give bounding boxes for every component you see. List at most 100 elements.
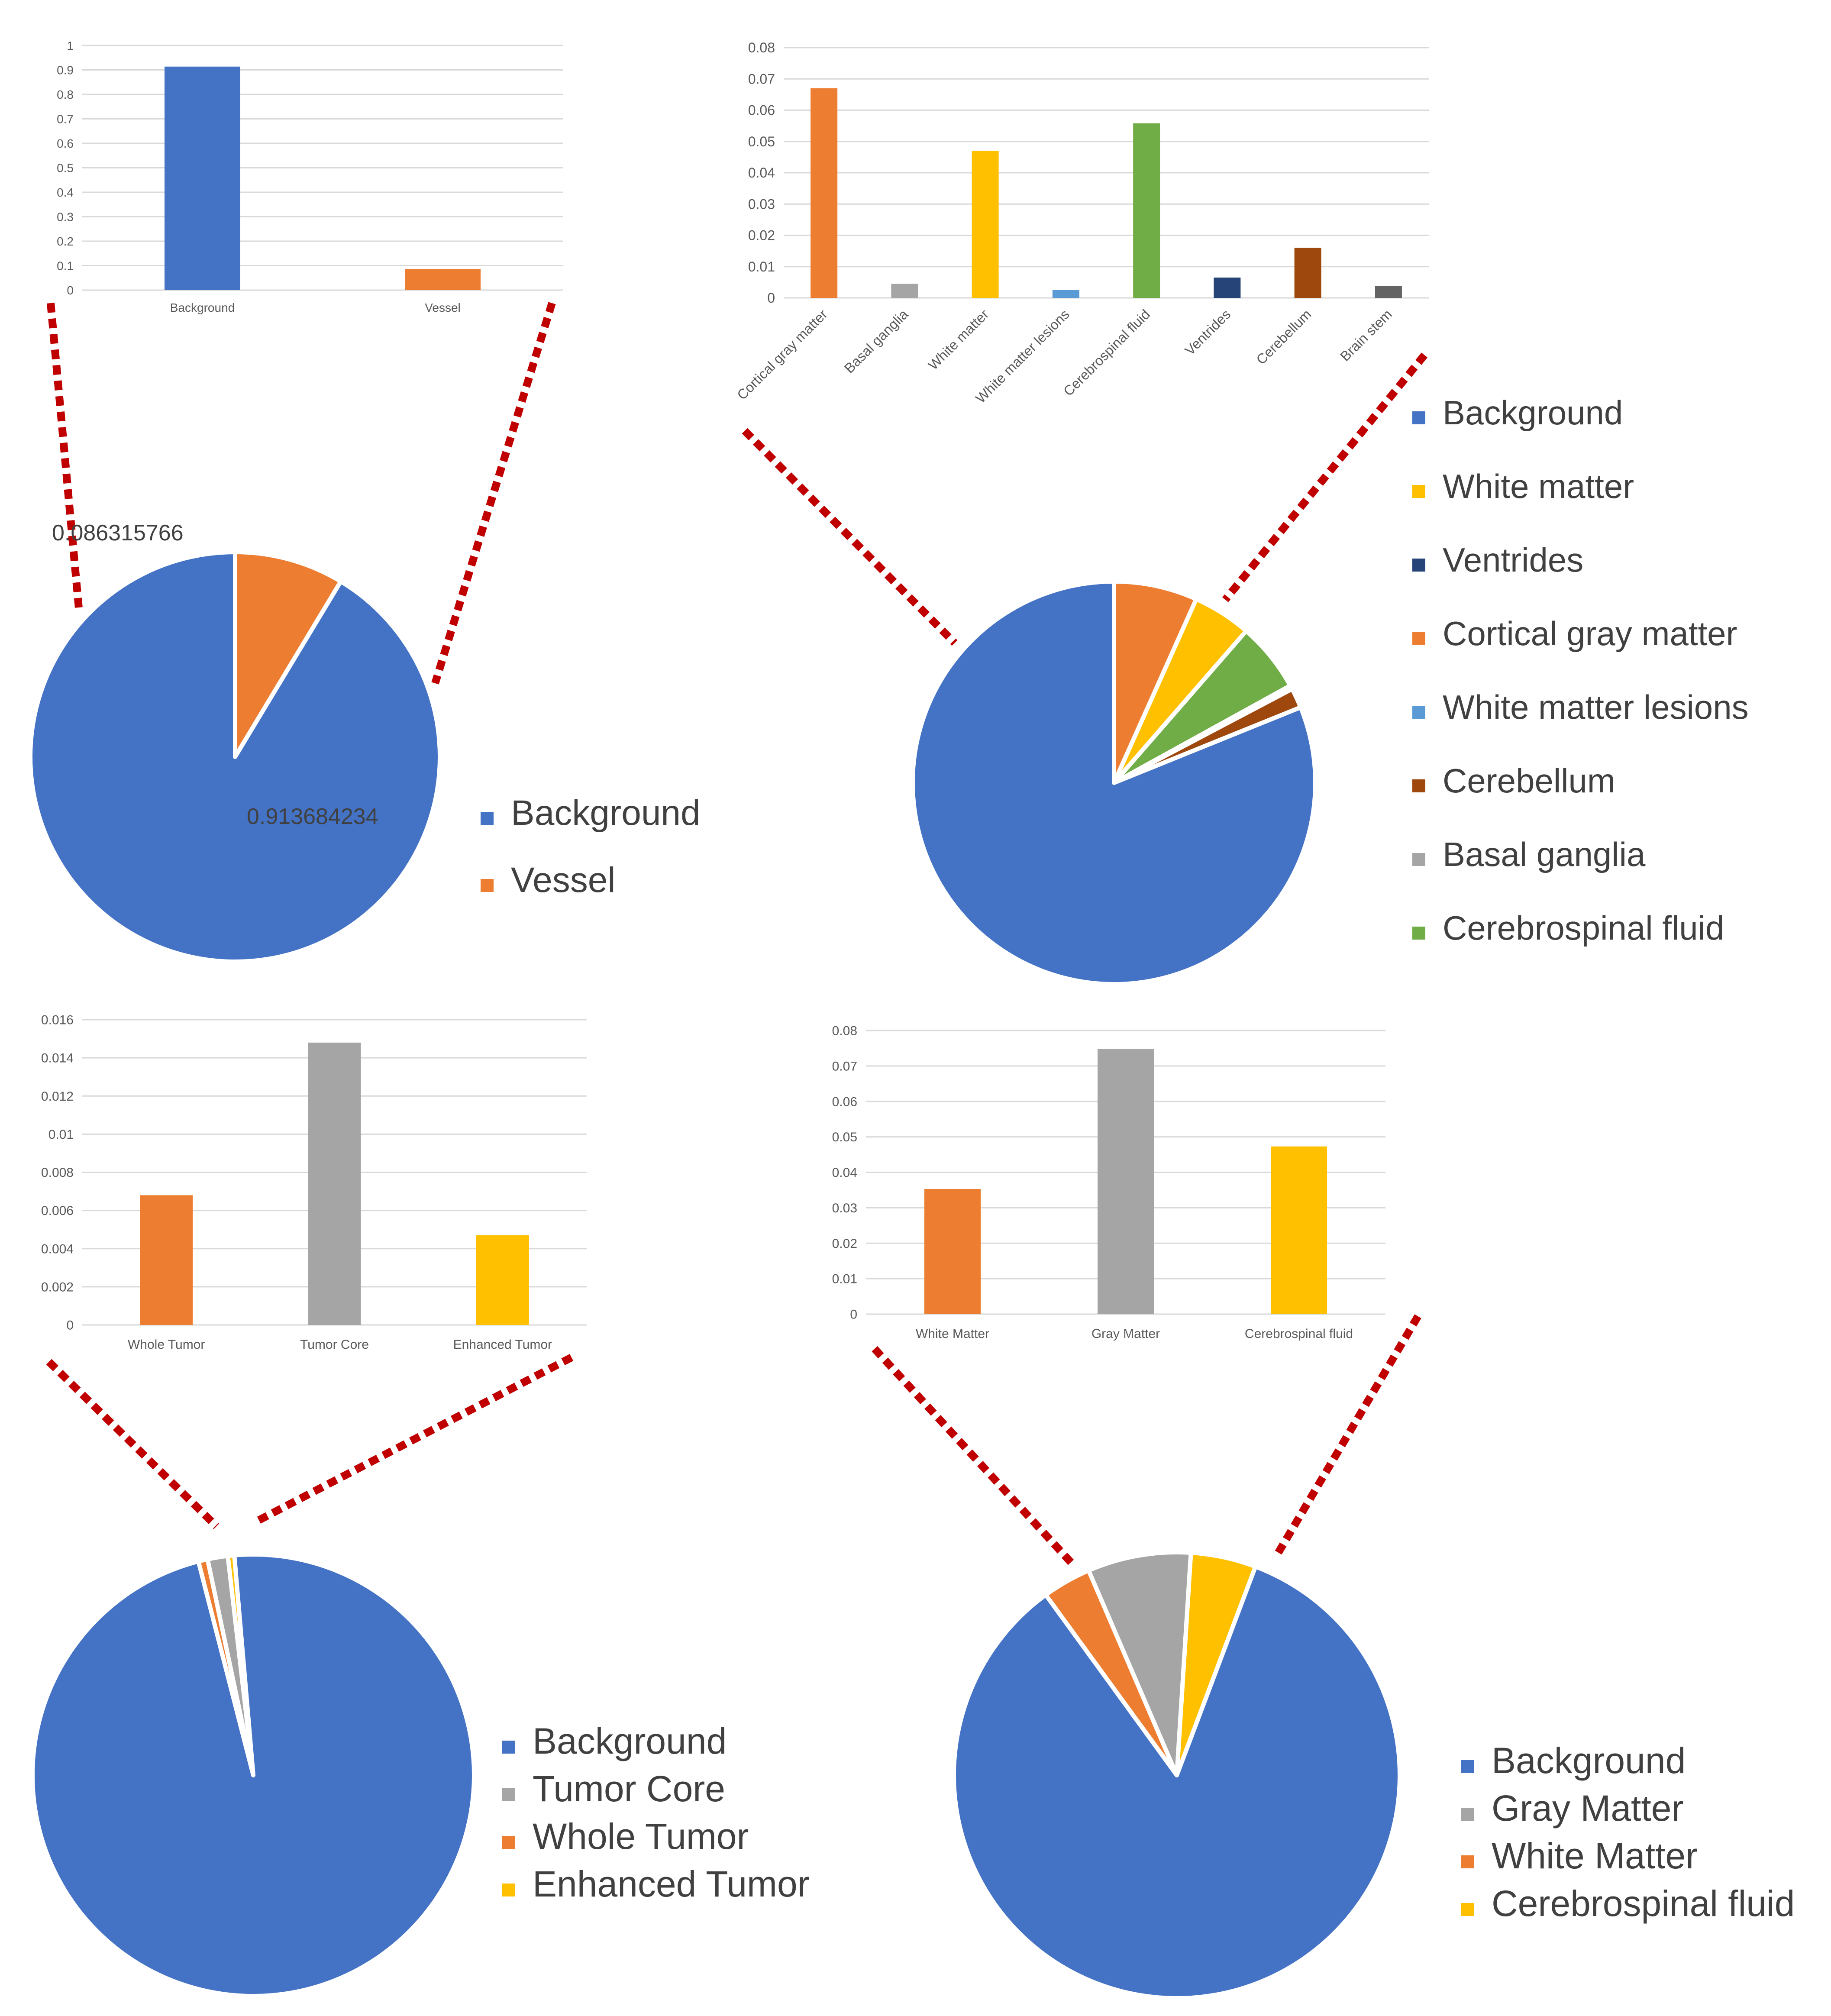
zoom-connector-line bbox=[1274, 1314, 1421, 1557]
bar-vessel bbox=[405, 269, 481, 290]
y-tick-label: 0.006 bbox=[41, 1204, 74, 1218]
y-tick-label: 0.008 bbox=[41, 1166, 74, 1180]
bar-whole-tumor bbox=[140, 1195, 193, 1325]
bar-cerebellum bbox=[1294, 248, 1321, 298]
x-tick-label: Basal ganglia bbox=[841, 306, 911, 376]
legend-label: White matter bbox=[1443, 467, 1634, 505]
legend-label: Gray Matter bbox=[1492, 1788, 1683, 1829]
legend-brain_tissue: Background White matter Ventrides Cortical … bbox=[1412, 394, 1749, 947]
y-tick-label: 0.5 bbox=[57, 161, 74, 174]
legend-label: Whole Tumor bbox=[533, 1816, 749, 1857]
legend-label: Cerebrospinal fluid bbox=[1492, 1883, 1795, 1924]
zoom-connector-line bbox=[872, 1346, 1075, 1566]
x-tick-label: Cerebrospinal fluid bbox=[1060, 306, 1153, 399]
y-tick-label: 0.02 bbox=[748, 228, 775, 243]
y-tick-label: 0.004 bbox=[41, 1242, 74, 1256]
legend-swatch bbox=[1461, 1760, 1474, 1773]
bar-white-matter-lesions bbox=[1052, 290, 1079, 298]
x-tick-label: Enhanced Tumor bbox=[453, 1338, 552, 1352]
bar-brain-stem bbox=[1375, 286, 1402, 298]
legend-label: Vessel bbox=[511, 860, 616, 900]
y-tick-label: 0.08 bbox=[748, 40, 775, 55]
x-tick-label: Gray Matter bbox=[1091, 1327, 1160, 1341]
y-tick-label: 0.3 bbox=[57, 210, 74, 223]
legend-label: Tumor Core bbox=[533, 1768, 725, 1809]
x-tick-label: Brain stem bbox=[1337, 306, 1395, 364]
y-tick-label: 0.014 bbox=[41, 1051, 74, 1066]
x-tick-label: Cerebrospinal fluid bbox=[1245, 1327, 1353, 1341]
y-tick-label: 0.08 bbox=[832, 1024, 857, 1038]
x-tick-label: White matter bbox=[925, 306, 992, 373]
bar-chart-tumor: 0 0.002 0.004 0.006 0.008 0.01 0.012 0.014 0.016… bbox=[41, 1013, 587, 1352]
y-tick-label: 0 bbox=[850, 1308, 857, 1322]
legend-swatch bbox=[1412, 632, 1425, 645]
bar-cerebrospinal-fluid bbox=[1271, 1146, 1327, 1314]
pie-slice-cerebrospinal-fluid bbox=[1112, 629, 1293, 785]
x-tick-label: Ventrides bbox=[1182, 306, 1234, 358]
y-tick-label: 0.002 bbox=[41, 1280, 74, 1294]
bar-chart-brain_tissue: 0 0.01 0.02 0.03 0.04 0.05 0.06 0.07 0.08 Cortica… bbox=[734, 40, 1429, 406]
pie-slice-background bbox=[30, 1552, 476, 1998]
y-tick-label: 0 bbox=[767, 290, 775, 306]
pie-chart-brain_tissue bbox=[911, 579, 1318, 986]
legend-swatch bbox=[502, 1884, 515, 1896]
legend-label: Background bbox=[511, 793, 701, 833]
legend-label: Background bbox=[1492, 1740, 1686, 1781]
legend-swatch bbox=[1412, 779, 1425, 792]
legend-swatch bbox=[481, 879, 494, 892]
legend-swatch bbox=[502, 1836, 515, 1849]
bar-background bbox=[165, 66, 240, 290]
legend-label: Cerebrospinal fluid bbox=[1443, 909, 1724, 947]
y-tick-label: 0.03 bbox=[832, 1201, 857, 1215]
bar-cortical-gray-matter bbox=[811, 88, 838, 298]
legend-label: Background bbox=[1443, 394, 1623, 432]
pie-slice-gray-matter bbox=[1086, 1550, 1193, 1777]
y-tick-label: 0.016 bbox=[41, 1013, 74, 1027]
y-tick-label: 0.04 bbox=[832, 1166, 857, 1180]
zoom-connector-line bbox=[1222, 352, 1427, 602]
bar-tumor-core bbox=[308, 1042, 361, 1325]
legend-swatch bbox=[1412, 706, 1425, 719]
legend-swatch bbox=[1412, 927, 1425, 940]
y-tick-label: 0.012 bbox=[41, 1089, 74, 1104]
y-tick-label: 0.07 bbox=[832, 1059, 857, 1073]
bar-white-matter bbox=[924, 1189, 981, 1314]
legend-label: Background bbox=[533, 1721, 727, 1761]
x-tick-label: Cortical gray matter bbox=[734, 306, 830, 403]
zoom-connector-line bbox=[742, 428, 958, 646]
y-tick-label: 0.01 bbox=[48, 1128, 74, 1142]
legend-swatch bbox=[502, 1788, 515, 1801]
pie-chart-tumor bbox=[30, 1552, 476, 1998]
bar-gray-matter bbox=[1098, 1049, 1154, 1314]
x-tick-label: Whole Tumor bbox=[128, 1338, 205, 1352]
bar-chart-vessel: 0 0.1 0.2 0.3 0.4 0.5 0.6 0.7 0.8 0.9 1 Background V… bbox=[57, 39, 563, 314]
y-tick-label: 0.06 bbox=[832, 1095, 857, 1109]
bar-basal-ganglia bbox=[891, 284, 918, 298]
legend-brain_matter: Background Gray Matter White Matter Cerebro… bbox=[1461, 1740, 1795, 1924]
pie-slice-background bbox=[28, 550, 442, 964]
legend-swatch bbox=[1412, 411, 1425, 424]
bar-enhanced-tumor bbox=[476, 1235, 529, 1325]
x-tick-label: Tumor Core bbox=[300, 1338, 369, 1352]
legend-swatch bbox=[1412, 485, 1425, 498]
bar-cerebrospinal-fluid bbox=[1133, 123, 1160, 298]
y-tick-label: 0.4 bbox=[57, 186, 74, 199]
legend-swatch bbox=[1412, 853, 1425, 866]
legend-label: Basal ganglia bbox=[1443, 835, 1646, 873]
pie-chart-vessel bbox=[28, 550, 442, 964]
pie-data-label: 0.913684234 bbox=[247, 804, 378, 829]
pie-slice-vessel bbox=[233, 550, 343, 759]
bar-white-matter bbox=[972, 151, 999, 298]
y-tick-label: 0.02 bbox=[832, 1237, 857, 1251]
x-tick-label: Background bbox=[170, 301, 235, 314]
y-tick-label: 0.04 bbox=[748, 165, 775, 181]
y-tick-label: 0.03 bbox=[748, 196, 775, 212]
zoom-connector-line bbox=[46, 1359, 220, 1529]
pie-data-label: 0.086315766 bbox=[52, 520, 184, 546]
legend-swatch bbox=[1461, 1808, 1474, 1821]
y-tick-label: 0.01 bbox=[748, 259, 775, 275]
y-tick-label: 0 bbox=[67, 284, 74, 297]
pie-slice-background bbox=[952, 1564, 1402, 2000]
legend-swatch bbox=[1461, 1855, 1474, 1868]
